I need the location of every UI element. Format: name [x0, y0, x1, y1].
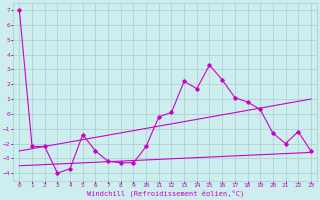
X-axis label: Windchill (Refroidissement éolien,°C): Windchill (Refroidissement éolien,°C)	[86, 190, 244, 197]
